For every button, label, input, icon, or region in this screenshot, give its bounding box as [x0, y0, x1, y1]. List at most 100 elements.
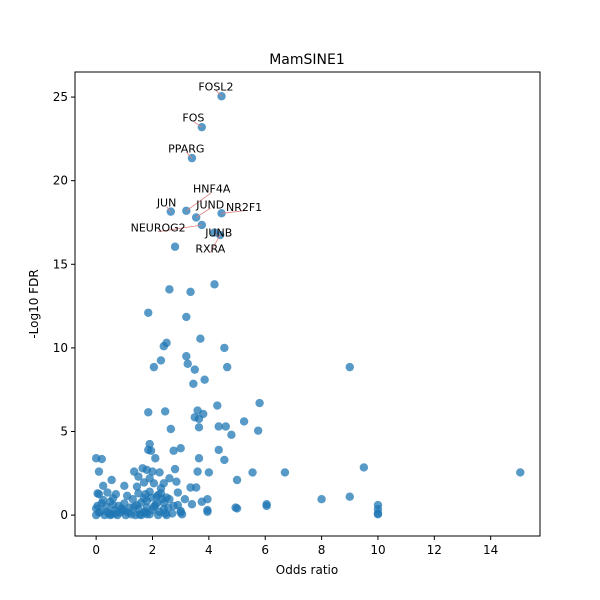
data-point	[120, 481, 129, 491]
data-point	[144, 408, 153, 417]
y-tick-label: 20	[53, 174, 68, 188]
data-point	[200, 375, 209, 384]
x-tick-label: 2	[149, 543, 157, 557]
data-point	[160, 509, 170, 518]
data-point	[203, 507, 212, 516]
annotation-hnf4a-leader	[186, 192, 212, 212]
data-point	[172, 477, 181, 486]
data-point	[253, 426, 263, 435]
annotation-jund-leader	[195, 207, 211, 218]
annotation-nr2f1-leader	[221, 210, 245, 214]
annotation-junb-label: JUNB	[204, 227, 232, 240]
x-tick-label: 6	[261, 543, 269, 557]
data-point	[232, 504, 242, 513]
data-point	[317, 495, 326, 504]
x-axis-label: Odds ratio	[276, 563, 338, 577]
data-point	[516, 468, 525, 477]
annotation-jun-leader	[166, 206, 172, 212]
x-tick-label: 0	[92, 543, 100, 557]
annotation-fos-leader	[193, 121, 203, 128]
data-point	[165, 474, 174, 483]
data-point	[156, 484, 166, 493]
data-point	[194, 423, 204, 432]
data-point	[239, 417, 249, 426]
y-tick-label: 10	[53, 341, 68, 355]
data-point	[189, 379, 198, 389]
annotation-pparg: PPARG	[168, 142, 204, 159]
y-tick-label: 0	[60, 508, 68, 522]
data-point	[93, 501, 102, 511]
data-point	[155, 468, 164, 477]
y-axis-label: -Log10 FDR	[27, 269, 41, 338]
x-axis-ticks: 0 2 4 6 8 10 12 14	[92, 536, 498, 557]
data-point	[214, 422, 223, 431]
data-point	[165, 285, 174, 294]
annotation-neurog2: NEUROG2	[131, 222, 202, 235]
data-point	[94, 490, 104, 499]
data-point	[210, 280, 219, 289]
data-point	[190, 365, 199, 374]
data-point	[106, 510, 115, 520]
data-point	[168, 509, 177, 518]
data-point	[144, 308, 153, 317]
points-layer	[91, 92, 525, 520]
annotation-rxra-leader	[209, 234, 221, 253]
annotation-jund: JUND	[195, 198, 224, 218]
y-axis-ticks: 0 5 10 15 20 25	[53, 90, 75, 522]
data-point	[213, 401, 222, 410]
data-point	[160, 407, 170, 416]
annotation-hnf4a-label: HNF4A	[193, 182, 231, 195]
data-point	[118, 505, 128, 515]
plot-frame	[74, 71, 541, 537]
data-point	[176, 508, 185, 517]
annotation-fosl2-leader	[215, 90, 222, 97]
data-point	[98, 481, 108, 491]
data-point	[373, 509, 383, 518]
data-point	[359, 463, 369, 472]
data-point	[139, 494, 149, 503]
data-point	[156, 356, 166, 365]
data-point	[345, 362, 354, 372]
annotation-jun: JUN	[156, 197, 176, 212]
data-point	[183, 359, 192, 368]
data-point	[107, 475, 116, 485]
data-point	[151, 454, 160, 463]
data-point	[345, 492, 354, 501]
data-point	[134, 472, 143, 481]
data-point	[182, 352, 191, 361]
y-tick-label: 5	[60, 424, 68, 438]
data-point	[134, 489, 143, 498]
data-point	[176, 444, 185, 453]
data-point	[220, 455, 229, 465]
y-tick-label: 25	[53, 90, 68, 104]
data-point	[197, 497, 207, 506]
data-point	[153, 510, 163, 520]
data-point	[186, 287, 195, 297]
data-point	[180, 495, 190, 504]
data-point	[152, 499, 161, 508]
data-point	[196, 334, 205, 343]
data-point	[108, 494, 118, 503]
data-point	[132, 482, 142, 491]
annotation-fos: FOS	[182, 111, 204, 128]
data-point	[262, 500, 271, 509]
data-point	[220, 343, 229, 353]
y-tick-label: 15	[53, 257, 68, 271]
x-tick-label: 12	[427, 543, 442, 557]
data-point	[227, 430, 236, 440]
data-point	[139, 478, 149, 487]
annotation-junb-leader	[214, 232, 220, 237]
data-point	[146, 446, 156, 455]
annotation-layer: FOSL2 FOS PPARG HNF4A JUN JUND NR2F1 NEUROG2 JUN…	[131, 80, 263, 255]
data-point	[222, 362, 232, 372]
data-point	[191, 483, 201, 492]
annotation-fos-label: FOS	[182, 111, 204, 124]
data-point	[170, 464, 180, 474]
data-point	[98, 495, 108, 505]
data-point	[166, 424, 176, 434]
data-point	[204, 468, 214, 477]
annotation-fosl2: FOSL2	[198, 80, 233, 97]
data-point	[142, 510, 152, 519]
data-point	[232, 475, 242, 485]
